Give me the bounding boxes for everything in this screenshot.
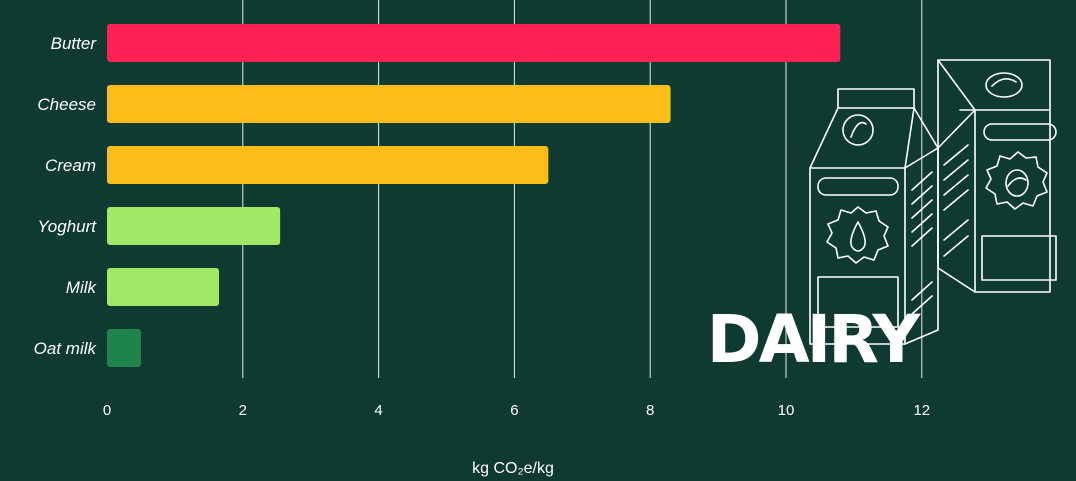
bar bbox=[107, 268, 220, 306]
x-tick-labels: 0 2 4 6 8 10 12 bbox=[103, 402, 930, 419]
category-label: Oat milk bbox=[34, 339, 98, 358]
gridlines bbox=[242, 0, 923, 378]
x-axis-title: kg CO₂e/kg bbox=[472, 460, 554, 477]
x-tick-label: 0 bbox=[103, 402, 111, 419]
category-label: Butter bbox=[51, 34, 98, 53]
bar bbox=[107, 329, 141, 367]
category-labels: Butter Cheese Cream Yoghurt Milk Oat milk bbox=[34, 34, 98, 358]
bars bbox=[107, 24, 841, 367]
x-tick-label: 12 bbox=[913, 402, 930, 419]
bar bbox=[107, 146, 549, 184]
x-tick-label: 8 bbox=[646, 402, 654, 419]
bar bbox=[107, 85, 671, 123]
category-label: Cream bbox=[45, 156, 96, 175]
bar bbox=[107, 24, 841, 62]
x-tick-label: 2 bbox=[239, 402, 247, 419]
milk-carton-icon: DAIRY bbox=[707, 59, 1057, 378]
x-tick-label: 4 bbox=[374, 402, 382, 419]
dairy-label: DAIRY bbox=[707, 301, 922, 378]
category-label: Cheese bbox=[37, 95, 96, 114]
category-label: Yoghurt bbox=[37, 217, 97, 236]
bar bbox=[107, 207, 281, 245]
category-label: Milk bbox=[66, 278, 98, 297]
x-tick-label: 6 bbox=[510, 402, 518, 419]
x-tick-label: 10 bbox=[778, 402, 795, 419]
